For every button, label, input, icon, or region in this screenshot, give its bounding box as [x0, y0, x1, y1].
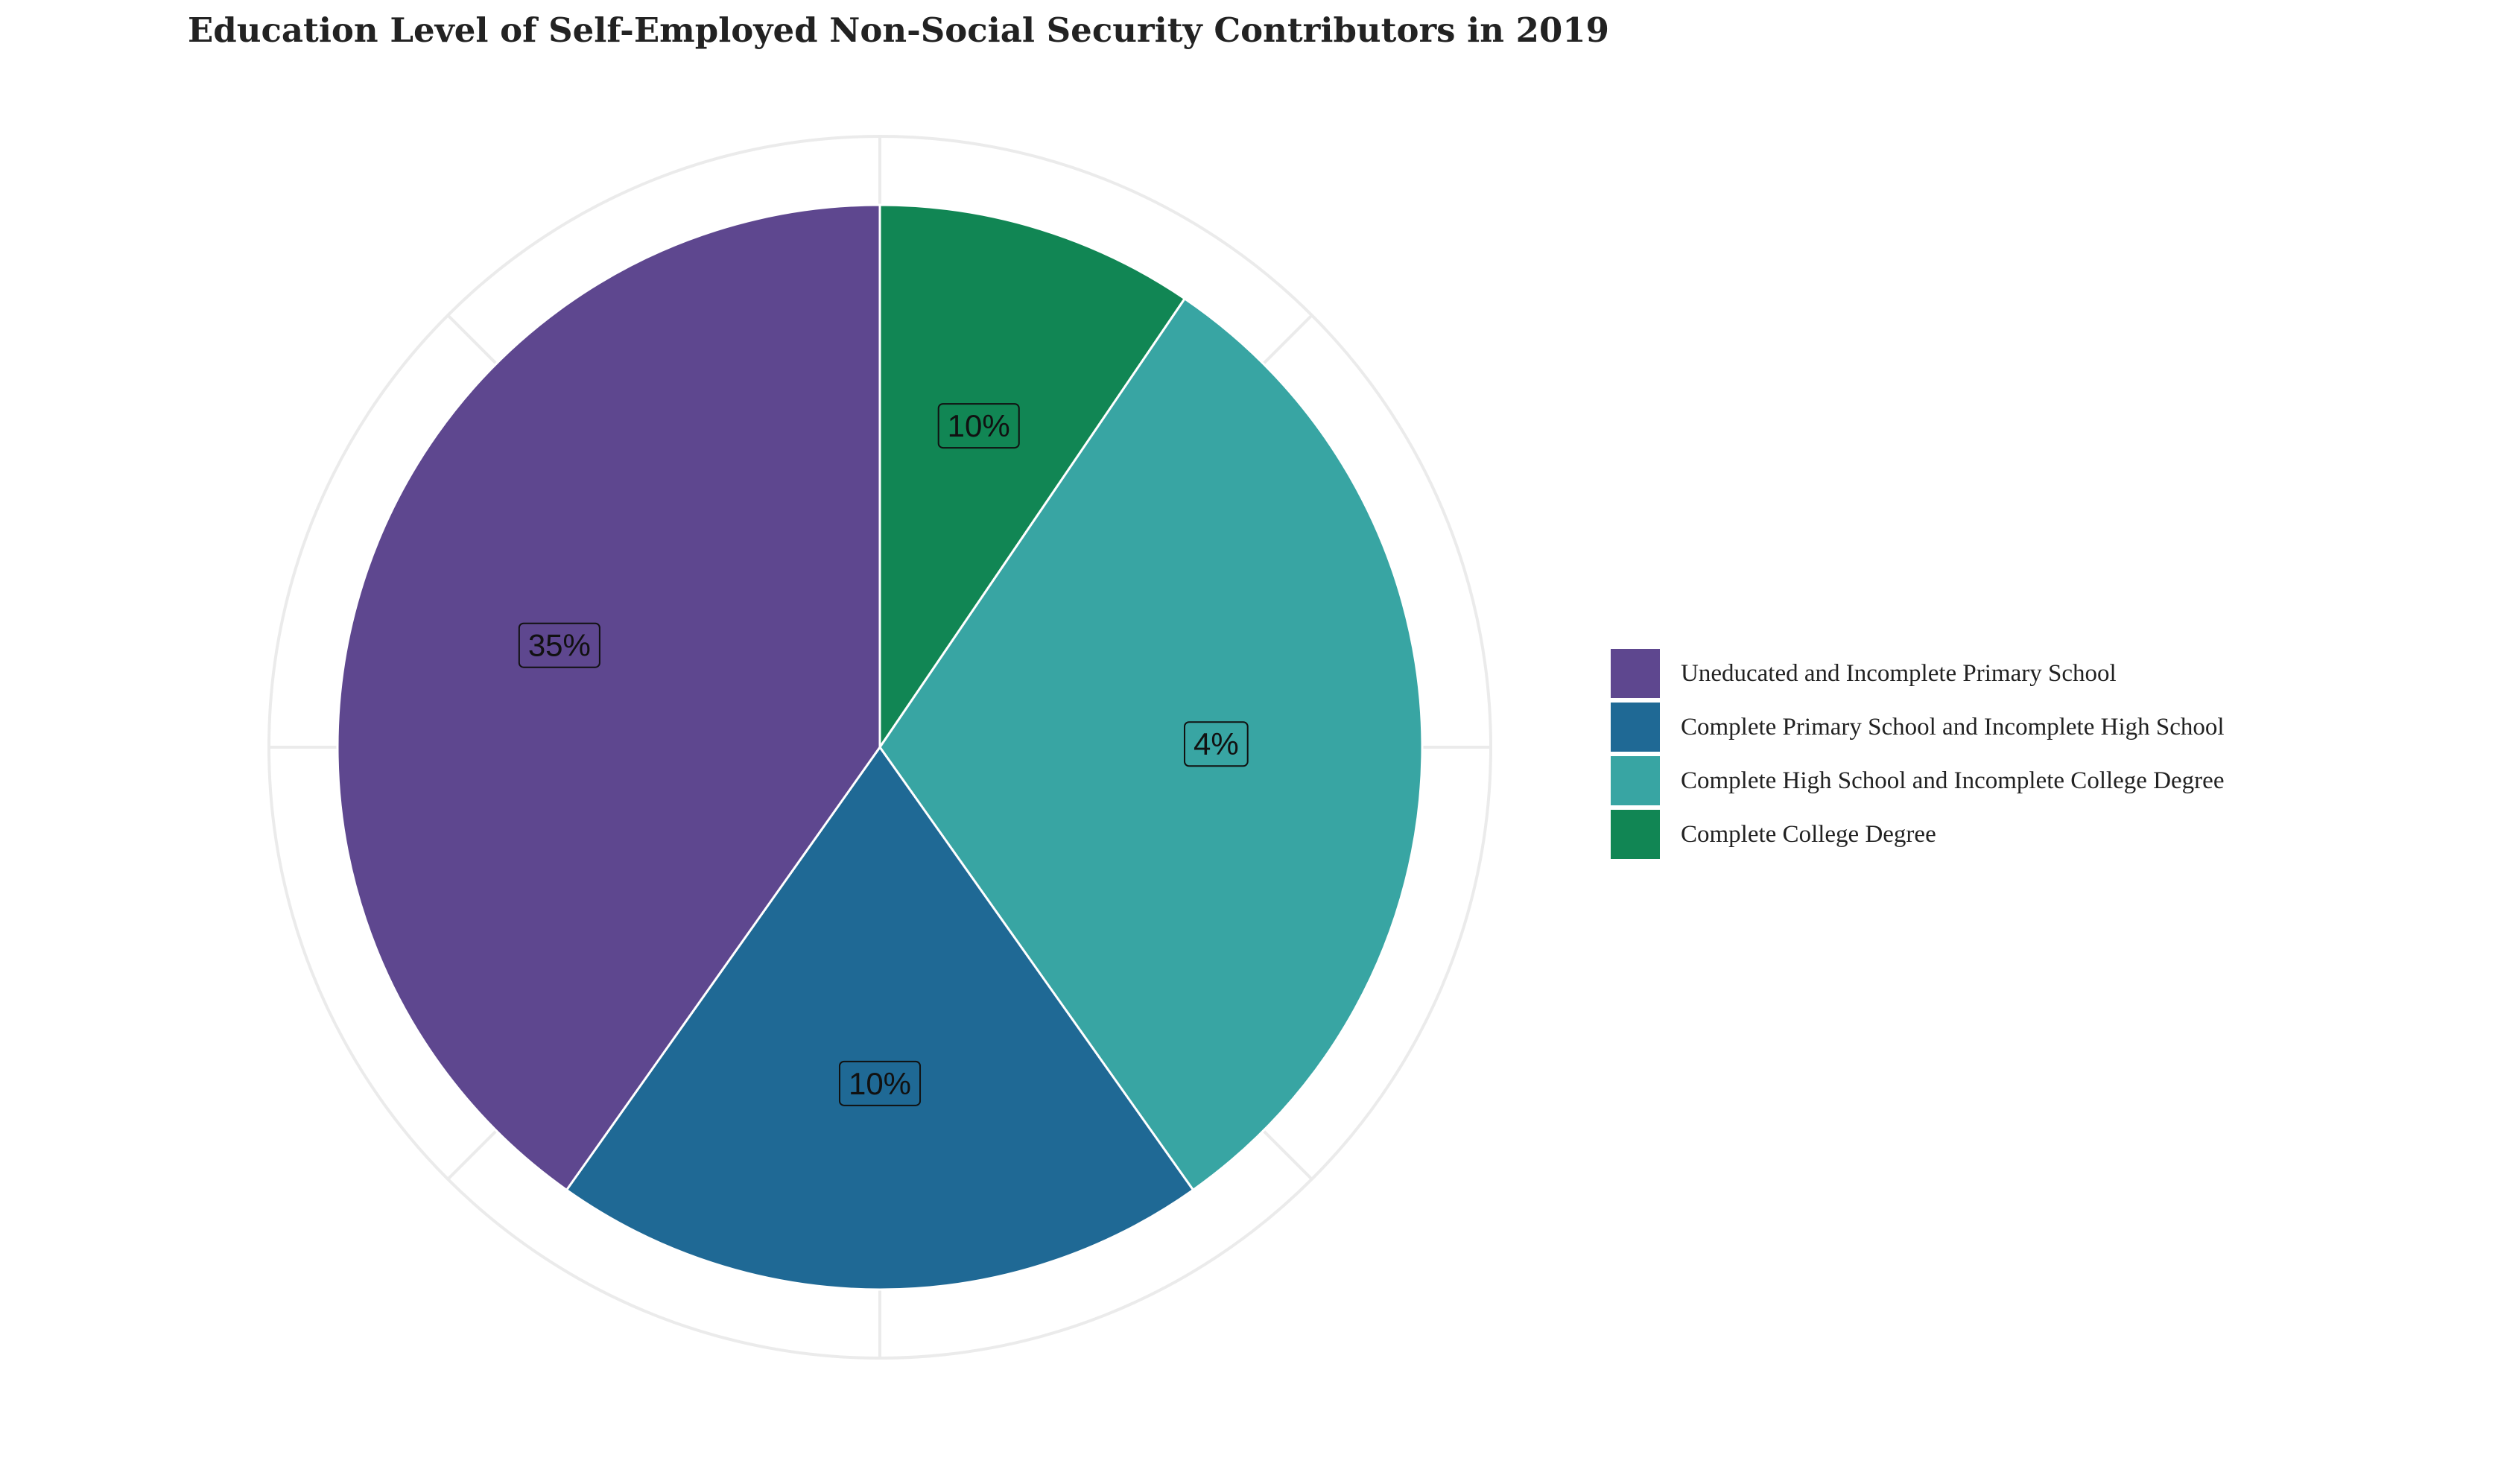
legend: Uneducated and Incomplete Primary School…: [1611, 647, 2225, 861]
legend-item-complete-primary-school-and-incomplete-high-school: Complete Primary School and Incomplete H…: [1611, 700, 2225, 754]
legend-key: [1611, 756, 1660, 805]
pie-slices: [336, 203, 1424, 1291]
pie-slice-complete-primary-school-and-incomplete-high-school: [565, 745, 1195, 1291]
pie-slice-complete-college-degree: [878, 203, 1187, 751]
pie-slice-complete-high-school-and-incomplete-college-degree: [878, 297, 1424, 1192]
legend-key: [1611, 703, 1660, 752]
slice-label-box: [838, 1060, 922, 1106]
legend-key: [1611, 649, 1660, 698]
legend-item-complete-high-school-and-incomplete-college-degree: Complete High School and Incomplete Coll…: [1611, 754, 2225, 808]
legend-item-complete-college-degree: Complete College Degree: [1611, 808, 2225, 861]
pie-slice-uneducated-and-incomplete-primary-school: [336, 203, 881, 1192]
slice-label-uneducated-and-incomplete-primary-school: 35%: [518, 622, 600, 668]
chart-title: Education Level of Self-Employed Non-Soc…: [188, 10, 1609, 50]
slice-labels: 10% 4% 10% 35%: [518, 403, 1249, 1106]
slice-label-box: [518, 622, 600, 668]
legend-label: Complete Primary School and Incomplete H…: [1681, 713, 2225, 741]
legend-label: Uneducated and Incomplete Primary School: [1681, 659, 2117, 687]
legend-label: Complete High School and Incomplete Coll…: [1681, 767, 2225, 794]
slice-label-complete-high-school-and-incomplete-college-degree: 4%: [1183, 721, 1249, 767]
slice-label-box: [1183, 721, 1249, 767]
slice-label-complete-primary-school-and-incomplete-high-school: 10%: [838, 1060, 922, 1106]
slice-label-box: [937, 403, 1020, 449]
slice-label-text: 4%: [1194, 726, 1239, 761]
slice-label-text: 10%: [948, 408, 1010, 443]
legend-item-uneducated-and-incomplete-primary-school: Uneducated and Incomplete Primary School: [1611, 647, 2225, 700]
slice-label-complete-college-degree: 10%: [937, 403, 1020, 449]
legend-key: [1611, 810, 1660, 859]
slice-label-text: 35%: [528, 628, 591, 663]
slice-label-text: 10%: [849, 1066, 911, 1101]
legend-label: Complete College Degree: [1681, 820, 1936, 848]
